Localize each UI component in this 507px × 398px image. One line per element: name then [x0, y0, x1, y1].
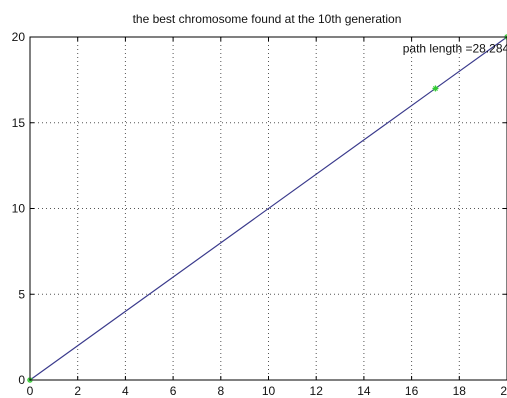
- x-tick-label: 20: [500, 384, 507, 398]
- path-length-annotation: path length =28.2843: [403, 41, 507, 55]
- x-tick-label: 12: [310, 384, 324, 398]
- y-tick-label: 20: [12, 30, 26, 44]
- annotation-layer: path length =28.2843: [403, 41, 507, 55]
- x-tick-label: 6: [170, 384, 177, 398]
- x-tick-label: 10: [262, 384, 276, 398]
- x-tick-label: 18: [453, 384, 467, 398]
- x-tick-label: 0: [27, 384, 34, 398]
- chart-title: the best chromosome found at the 10th ge…: [133, 12, 402, 26]
- y-tick-label: 5: [18, 287, 25, 301]
- axis-ticks: 0 2 4 6 8 10 12 14 16 18 20 0 5 10 15 20: [12, 30, 507, 398]
- x-tick-label: 8: [217, 384, 224, 398]
- x-tick-label: 16: [405, 384, 419, 398]
- point-marker: [432, 85, 439, 92]
- x-tick-label: 4: [122, 384, 129, 398]
- y-tick-label: 10: [12, 202, 26, 216]
- x-tick-label: 2: [74, 384, 81, 398]
- y-tick-label: 0: [18, 373, 25, 387]
- y-tick-label: 15: [12, 116, 26, 130]
- x-tick-label: 14: [357, 384, 371, 398]
